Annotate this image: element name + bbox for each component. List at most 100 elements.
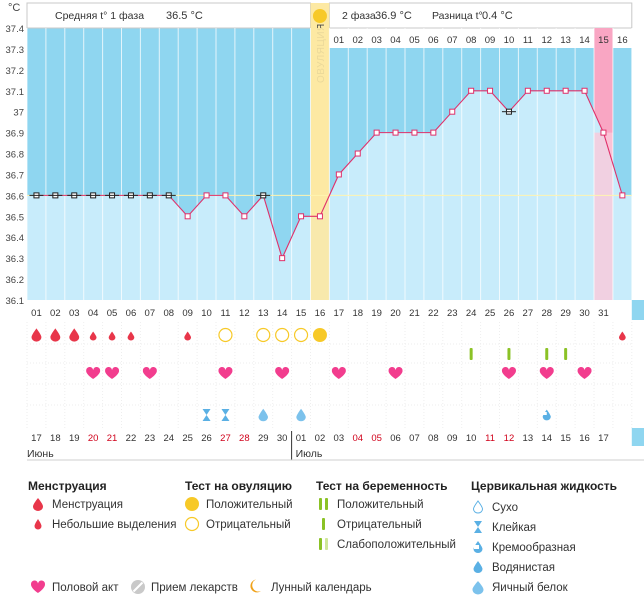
cycle-day-label: 20: [390, 308, 401, 319]
temperature-point: [298, 213, 305, 220]
heart-icon: [142, 366, 157, 379]
top-day-label: 03: [371, 35, 382, 46]
heart-icon: [86, 366, 101, 379]
light-drop-icon: [34, 519, 42, 530]
fluid-creamy-icon: [473, 541, 483, 553]
temperature-point: [184, 213, 191, 220]
legend-pregnancy-weak: Слабоположительный: [337, 539, 456, 551]
ovulation-positive-icon: [312, 328, 327, 342]
top-day-label: 16: [617, 35, 628, 46]
calendar-date-label: 12: [504, 433, 515, 444]
light-drop-icon: [108, 331, 116, 341]
calendar-date-label: 25: [182, 433, 193, 444]
ovulation-negative-icon: [218, 327, 233, 343]
pregnancy-negative-icon: [564, 348, 568, 360]
legend-ovulation-title: Тест на овуляцию: [185, 479, 292, 493]
temperature-point: [203, 192, 210, 199]
top-day-label: 02: [352, 35, 363, 46]
y-tick-label: 36.9: [6, 129, 25, 140]
top-day-label: 10: [504, 35, 515, 46]
temperature-point: [562, 87, 569, 94]
calendar-date-label: 09: [447, 433, 458, 444]
cycle-day-label: 32: [617, 308, 628, 319]
y-tick-label: 36.7: [6, 170, 25, 181]
header-phase1-box: [26, 2, 311, 29]
top-day-label: 01: [334, 35, 345, 46]
temperature-point: [487, 87, 494, 94]
legend-pregnancy-title: Тест на беременность: [316, 479, 448, 493]
month-label: Июнь: [27, 448, 54, 460]
highlight-area: [594, 132, 613, 300]
heart-icon: [331, 366, 346, 379]
calendar-date-label: 22: [126, 433, 137, 444]
top-day-label: 08: [466, 35, 477, 46]
current-date-cell: [631, 428, 644, 446]
top-day-label: 05: [409, 35, 420, 46]
legend-fluid-creamy: Кремообразная: [492, 542, 576, 554]
temperature-point: [411, 129, 418, 136]
cycle-day-label: 16: [315, 308, 326, 319]
legend-pregnancy-negative: Отрицательный: [337, 519, 422, 531]
temperature-point: [354, 150, 361, 157]
ovulation-negative-icon: [256, 327, 271, 343]
legend-ovulation-negative: Отрицательный: [206, 519, 291, 531]
cycle-day-label: 06: [126, 308, 137, 319]
y-tick-label: 36.3: [6, 254, 25, 265]
cycle-day-label: 08: [163, 308, 174, 319]
pregnancy-negative-icon: [507, 348, 511, 360]
cycle-day-label: 10: [201, 308, 212, 319]
header-phase2-value: 36.9 °C: [375, 10, 412, 22]
light-drop-icon: [618, 331, 626, 341]
cycle-day-label: 27: [523, 308, 534, 319]
cycle-day-label: 05: [107, 308, 118, 319]
top-day-label: 04: [390, 35, 401, 46]
pregnancy-weak-icon: [319, 538, 328, 550]
legend-fluid-watery: Водянистая: [492, 562, 556, 574]
header-phase1-value: 36.5 °C: [166, 10, 203, 22]
cycle-day-label: 09: [182, 308, 193, 319]
legend-ovulation-positive: Положительный: [206, 499, 293, 511]
cycle-day-label: 13: [258, 308, 269, 319]
heart-icon: [539, 366, 554, 379]
y-tick-label: 36.2: [6, 275, 25, 286]
cycle-day-label: 18: [352, 308, 363, 319]
pregnancy-positive-icon: [319, 498, 328, 510]
calendar-date-label: 30: [277, 433, 288, 444]
fluid-creamy-mark: [542, 412, 547, 415]
heart-icon: [218, 366, 233, 379]
menstruation-drop-icon: [33, 498, 43, 511]
cycle-day-label: 29: [560, 308, 571, 319]
fluid-eggwhite-icon: [258, 408, 268, 422]
cycle-day-label: 19: [371, 308, 382, 319]
cycle-day-label: 14: [277, 308, 288, 319]
top-day-label: 06: [428, 35, 439, 46]
fluid-dry-icon: [472, 500, 484, 514]
fluid-eggwhite-icon: [296, 408, 306, 422]
y-tick-label: 37.4: [6, 24, 25, 35]
ovulation-negative-icon: [275, 327, 290, 343]
cycle-day-label: 31: [598, 308, 609, 319]
pregnancy-negative-icon: [545, 348, 549, 360]
cycle-day-label: 01: [31, 308, 42, 319]
top-day-label: 11: [523, 35, 533, 46]
top-day-label: 13: [560, 35, 571, 46]
light-drop-icon: [89, 331, 97, 341]
y-axis-unit: °C: [8, 2, 20, 14]
header-phase1-label: Средняя t° 1 фаза: [55, 10, 144, 22]
temperature-point: [600, 129, 607, 136]
y-tick-label: 37: [13, 108, 24, 119]
calendar-date-label: 14: [541, 433, 552, 444]
y-tick-label: 36.8: [6, 150, 25, 161]
calendar-date-label: 07: [409, 433, 420, 444]
current-day-header-bg: [631, 28, 644, 48]
temperature-point: [279, 255, 286, 262]
y-tick-label: 37.1: [6, 87, 25, 98]
menstruation-drop-icon: [31, 328, 42, 342]
legend-medication: Прием лекарств: [151, 582, 238, 594]
fluid-sticky-icon: [474, 521, 482, 533]
calendar-date-label: 11: [485, 433, 495, 444]
legend-menstruation-heavy: Менструация: [52, 499, 123, 511]
y-tick-label: 36.5: [6, 212, 25, 223]
temperature-point: [430, 129, 437, 136]
temperature-point: [392, 129, 399, 136]
